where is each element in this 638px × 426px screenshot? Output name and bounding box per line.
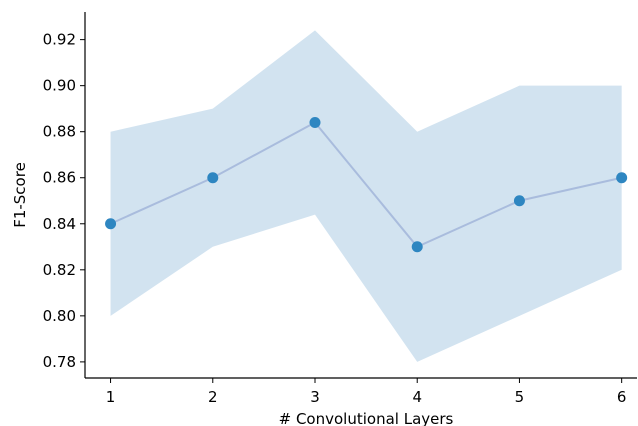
x-axis-title: # Convolutional Layers [279,410,454,426]
y-tick-label: 0.84 [43,215,76,233]
series-line-layer [110,121,622,249]
x-tick-label: 2 [208,388,218,406]
y-tick-label: 0.88 [43,123,76,141]
series-line [110,121,622,249]
y-tick-label: 0.90 [43,77,76,95]
data-point [411,241,423,253]
y-axis-title: F1-Score [11,162,29,228]
data-point [616,172,628,184]
x-tick-label: 6 [617,388,627,406]
data-point [207,172,219,184]
y-tick-label: 0.82 [43,261,76,279]
confidence-band-layer [110,30,622,362]
y-tick-label: 0.80 [43,307,76,325]
axes [84,12,637,379]
data-point [105,218,117,230]
x-tick-label: 4 [412,388,422,406]
data-point [309,116,321,128]
x-tick-label: 3 [310,388,320,406]
confidence-band [110,30,622,362]
data-point-layer [105,116,628,253]
data-point [513,195,525,207]
x-axis-ticks: 1 2 3 4 5 6 [106,378,627,406]
x-tick-label: 1 [106,388,116,406]
y-tick-label: 0.86 [43,169,76,187]
y-axis-ticks: 0.78 0.80 0.82 0.84 0.86 0.88 0.90 0.92 [43,31,85,371]
y-tick-label: 0.92 [43,31,76,49]
y-tick-label: 0.78 [43,353,76,371]
x-tick-label: 5 [515,388,525,406]
